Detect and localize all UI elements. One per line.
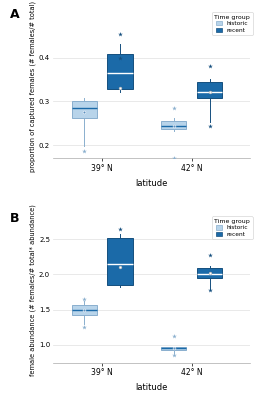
Bar [197,268,222,278]
Bar [161,348,186,350]
Bar [72,102,97,118]
Bar [108,238,133,285]
X-axis label: latitude: latitude [135,178,168,188]
Bar [197,82,222,98]
Y-axis label: female abundance (# females/# total* abundance): female abundance (# females/# total* abu… [29,204,36,376]
Legend: historic, recent: historic, recent [212,12,253,35]
Y-axis label: proportion of captured females (# females/# total): proportion of captured females (# female… [29,0,36,172]
Bar [161,121,186,129]
X-axis label: latitude: latitude [135,383,168,392]
Text: A: A [9,8,19,21]
Text: B: B [9,212,19,225]
Legend: historic, recent: historic, recent [212,216,253,240]
Bar [72,305,97,315]
Bar [108,54,133,89]
